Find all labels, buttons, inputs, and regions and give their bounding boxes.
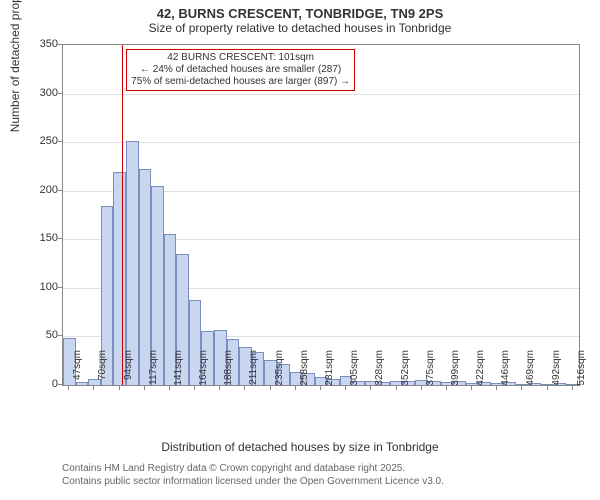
x-tick-label: 375sqm [425,350,436,390]
annotation-line-2: ← 24% of detached houses are smaller (28… [131,64,350,76]
page-subtitle: Size of property relative to detached ho… [0,21,600,37]
gridline [63,94,579,95]
x-tick-label: 399sqm [450,350,461,390]
x-axis-label: Distribution of detached houses by size … [0,440,600,454]
attribution-text: Contains HM Land Registry data © Crown c… [62,462,444,488]
y-tick-mark [58,287,62,288]
x-tick-mark [169,386,170,390]
annotation-box: 42 BURNS CRESCENT: 101sqm ← 24% of detac… [126,49,355,91]
x-tick-mark [270,386,271,390]
x-tick-label: 164sqm [198,350,209,390]
x-tick-label: 188sqm [223,350,234,390]
y-tick-label: 0 [18,378,58,390]
annotation-line-1: 42 BURNS CRESCENT: 101sqm [131,52,350,64]
y-tick-label: 350 [18,38,58,50]
x-tick-label: 516sqm [576,350,587,390]
x-tick-mark [396,386,397,390]
chart-container: 42, BURNS CRESCENT, TONBRIDGE, TN9 2PS S… [0,0,600,500]
y-tick-label: 250 [18,135,58,147]
x-tick-mark [421,386,422,390]
x-tick-mark [144,386,145,390]
annotation-line-3: 75% of semi-detached houses are larger (… [131,76,350,88]
x-tick-mark [295,386,296,390]
x-tick-label: 258sqm [299,350,310,390]
y-tick-mark [58,238,62,239]
x-tick-mark [194,386,195,390]
y-tick-label: 200 [18,184,58,196]
x-tick-mark [68,386,69,390]
x-tick-mark [219,386,220,390]
attribution-line-1: Contains HM Land Registry data © Crown c… [62,462,444,475]
x-tick-label: 47sqm [72,350,83,390]
reference-line [122,45,123,385]
y-tick-label: 100 [18,281,58,293]
x-tick-label: 446sqm [500,350,511,390]
y-tick-mark [58,44,62,45]
y-tick-mark [58,384,62,385]
x-tick-mark [496,386,497,390]
y-tick-label: 50 [18,329,58,341]
x-tick-label: 422sqm [475,350,486,390]
x-tick-label: 211sqm [248,350,259,390]
y-tick-mark [58,141,62,142]
histogram-bar [126,141,139,385]
x-tick-label: 305sqm [349,350,360,390]
x-tick-mark [244,386,245,390]
attribution-line-2: Contains public sector information licen… [62,475,444,488]
gridline [63,142,579,143]
x-tick-mark [547,386,548,390]
x-tick-label: 141sqm [173,350,184,390]
x-tick-label: 117sqm [148,350,159,390]
x-tick-label: 328sqm [374,350,385,390]
y-tick-mark [58,93,62,94]
y-tick-label: 300 [18,87,58,99]
x-tick-mark [446,386,447,390]
x-tick-label: 469sqm [525,350,536,390]
x-tick-mark [345,386,346,390]
x-tick-mark [370,386,371,390]
page-title: 42, BURNS CRESCENT, TONBRIDGE, TN9 2PS [0,0,600,21]
x-tick-label: 70sqm [97,350,108,390]
histogram-plot: 42 BURNS CRESCENT: 101sqm ← 24% of detac… [62,44,580,386]
x-tick-mark [119,386,120,390]
y-tick-label: 150 [18,232,58,244]
y-tick-mark [58,190,62,191]
y-tick-mark [58,335,62,336]
x-tick-mark [521,386,522,390]
x-tick-label: 352sqm [400,350,411,390]
x-tick-label: 492sqm [551,350,562,390]
x-tick-mark [320,386,321,390]
x-tick-mark [93,386,94,390]
x-tick-label: 94sqm [123,350,134,390]
x-tick-mark [572,386,573,390]
x-tick-mark [471,386,472,390]
y-axis-label: Number of detached properties [8,0,22,132]
x-tick-label: 281sqm [324,350,335,390]
x-tick-label: 235sqm [274,350,285,390]
